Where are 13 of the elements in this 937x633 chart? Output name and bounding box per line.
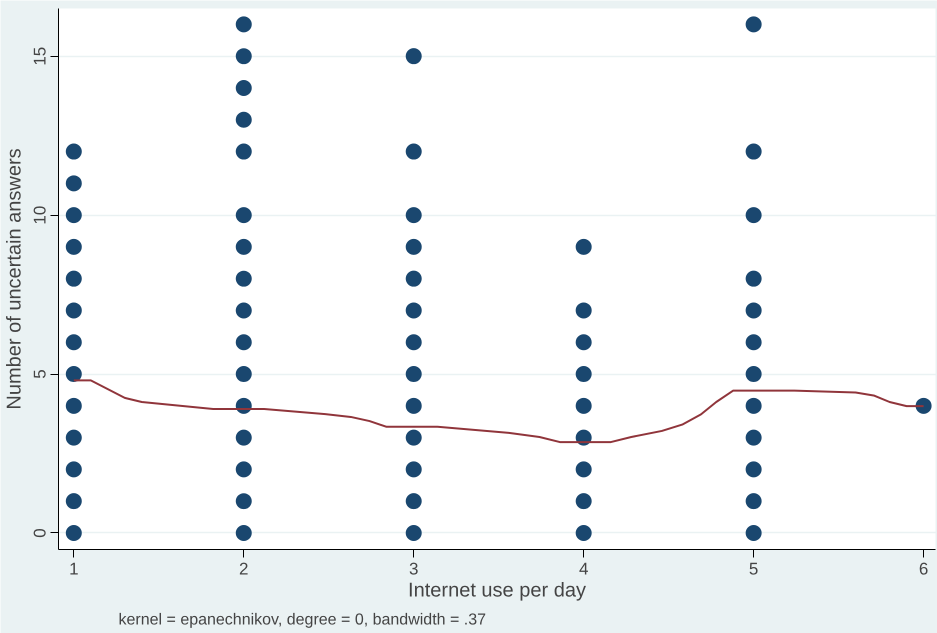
x-tick-label: 3 [408, 560, 418, 578]
x-tick-label: 6 [918, 560, 928, 578]
x-tick-label: 5 [748, 560, 758, 578]
x-tick-label: 2 [239, 560, 248, 578]
y-tick-label: 0 [30, 528, 50, 538]
y-tick-label: 10 [30, 206, 50, 225]
y-tick-label: 5 [30, 369, 50, 379]
y-tick-label: 15 [30, 46, 50, 66]
y-axis-title: Number of uncertain answers [4, 148, 26, 410]
x-axis-title: Internet use per day [408, 580, 586, 602]
text: kernel = epanechnikov, degree = 0, bandwidth = .37 [118, 612, 486, 628]
x-tick-label: 4 [578, 560, 588, 578]
x-tick-label: 1 [69, 560, 79, 578]
